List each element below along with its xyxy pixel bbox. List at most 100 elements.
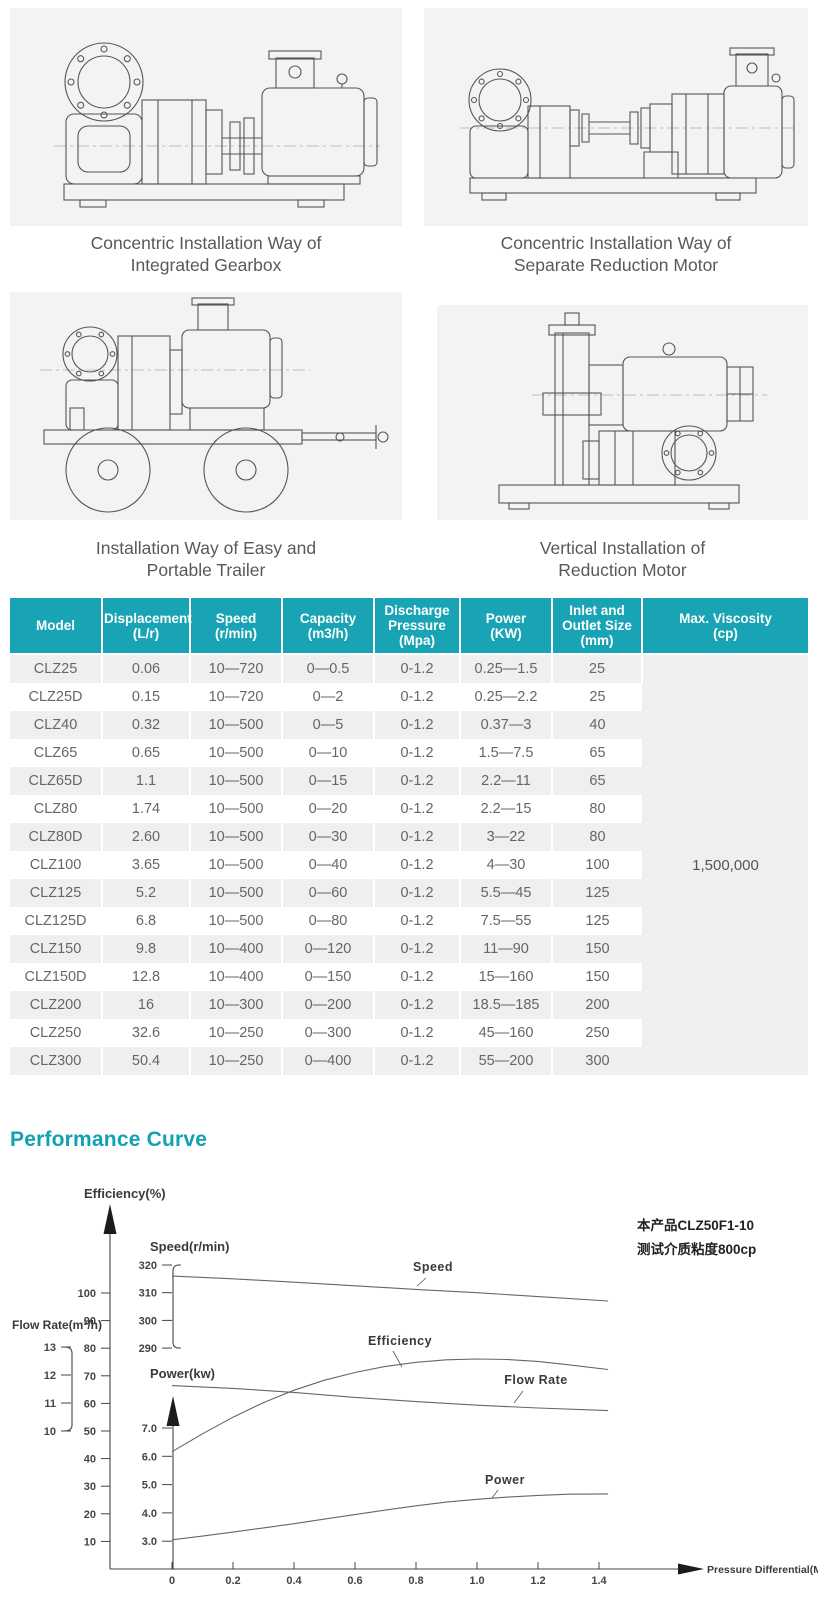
table-cell: 10—500 <box>190 767 283 796</box>
table-cell: 0-1.2 <box>374 654 461 684</box>
table-row: CLZ80D 2.60 10—500 0—30 0-1.2 3—22 80 <box>10 823 808 852</box>
tick-label: 20 <box>84 1509 96 1521</box>
table-cell: 0.06 <box>102 654 191 684</box>
table-cell: 300 <box>552 1047 642 1076</box>
table-cell: 0-1.2 <box>374 963 461 992</box>
table-cell: 0—30 <box>282 823 375 852</box>
table-cell: 0.25—2.2 <box>460 683 553 712</box>
table-cell: 0—200 <box>282 991 375 1020</box>
table-cell: 0-1.2 <box>374 851 461 880</box>
table-row: CLZ80 1.74 10—500 0—20 0-1.2 2.2—15 80 <box>10 795 808 824</box>
tick-label: 60 <box>84 1398 96 1410</box>
table-cell: 15—160 <box>460 963 553 992</box>
tick-label: 100 <box>78 1288 96 1300</box>
tick-label: 320 <box>139 1260 157 1272</box>
table-cell: 10—500 <box>190 823 283 852</box>
tick-label: 40 <box>84 1454 96 1466</box>
table-row: CLZ150D 12.8 10—400 0—150 0-1.2 15—160 150 <box>10 963 808 992</box>
table-cell: 0.32 <box>102 711 191 740</box>
table-cell: 200 <box>552 991 642 1020</box>
table-cell: 3.65 <box>102 851 191 880</box>
panel-separate-reduction-motor <box>424 8 808 226</box>
x-tick-label: 0.2 <box>225 1575 240 1587</box>
series-speed <box>171 1275 609 1302</box>
table-cell: 0-1.2 <box>374 795 461 824</box>
table-cell: CLZ250 <box>10 1019 103 1048</box>
table-cell: 2.2—11 <box>460 767 553 796</box>
tick-label: 7.0 <box>142 1423 157 1435</box>
table-cell: CLZ300 <box>10 1047 103 1076</box>
table-cell: 1.74 <box>102 795 191 824</box>
column-header: Speed (r/min) <box>190 598 283 656</box>
table-cell: 0—60 <box>282 879 375 908</box>
separate-reduction-motor-drawing <box>460 47 796 201</box>
table-cell: 4—30 <box>460 851 553 880</box>
series-label: Efficiency <box>368 1334 432 1348</box>
series-label-leader <box>513 1390 524 1404</box>
table-cell: 0—0.5 <box>282 654 375 684</box>
max-viscosity-cell: 1,500,000 <box>642 654 808 1076</box>
table-cell: 0—400 <box>282 1047 375 1076</box>
table-cell: 0-1.2 <box>374 767 461 796</box>
integrated-gearbox-drawing <box>54 42 380 208</box>
tick-label: 310 <box>139 1288 157 1300</box>
caption-integrated-gearbox: Concentric Installation Way of Integrate… <box>90 233 322 276</box>
table-cell: 0—120 <box>282 935 375 964</box>
vertical-installation-drawing <box>498 312 767 510</box>
table-cell: 0-1.2 <box>374 935 461 964</box>
panel-vertical-installation <box>437 305 808 520</box>
table-cell: 0—15 <box>282 767 375 796</box>
table-cell: 0-1.2 <box>374 823 461 852</box>
series-label: Power <box>485 1473 525 1487</box>
table-cell: 10—500 <box>190 907 283 936</box>
table-cell: 0—5 <box>282 711 375 740</box>
table-cell: CLZ40 <box>10 711 103 740</box>
tick-label: 13 <box>44 1342 56 1354</box>
x-tick-label: 1.0 <box>469 1575 484 1587</box>
table-cell: CLZ80D <box>10 823 103 852</box>
axis-title: Efficiency(%) <box>84 1186 166 1201</box>
table-cell: 100 <box>552 851 642 880</box>
x-axis-label: Pressure Differential(Mpa) <box>707 1564 818 1576</box>
panel-integrated-gearbox <box>10 8 402 226</box>
table-cell: 10—500 <box>190 711 283 740</box>
column-header: Capacity (m3/h) <box>282 598 375 656</box>
column-header: Power (KW) <box>460 598 553 656</box>
series-label-leader <box>416 1277 427 1287</box>
table-cell: CLZ150D <box>10 963 103 992</box>
table-cell: 18.5—185 <box>460 991 553 1020</box>
table-cell: 0.37—3 <box>460 711 553 740</box>
tick-label: 30 <box>84 1481 96 1493</box>
table-cell: 65 <box>552 739 642 768</box>
x-tick-label: 0.4 <box>286 1575 302 1587</box>
table-cell: 150 <box>552 935 642 964</box>
table-cell: 7.5—55 <box>460 907 553 936</box>
table-cell: 10—500 <box>190 795 283 824</box>
table-cell: 5.5—45 <box>460 879 553 908</box>
table-cell: CLZ125D <box>10 907 103 936</box>
series-flow-rate <box>171 1385 609 1412</box>
tick-label: 12 <box>44 1370 56 1382</box>
table-cell: CLZ25D <box>10 683 103 712</box>
chart-annotation: 本产品CLZ50F1-10 <box>637 1217 754 1233</box>
performance-chart: Efficiency(%)100908070605040302010Speed(… <box>12 1186 818 1587</box>
power-axis-arrow-icon <box>166 1396 180 1426</box>
table-cell: CLZ150 <box>10 935 103 964</box>
tick-label: 3.0 <box>142 1536 157 1548</box>
table-cell: 10—500 <box>190 739 283 768</box>
series-label-leader <box>392 1350 403 1368</box>
table-cell: 10—250 <box>190 1019 283 1048</box>
table-cell: 0-1.2 <box>374 1047 461 1076</box>
table-cell: 10—500 <box>190 851 283 880</box>
table-cell: 0-1.2 <box>374 1019 461 1048</box>
tick-label: 300 <box>139 1315 157 1327</box>
table-cell: CLZ25 <box>10 654 103 684</box>
table-cell: 11—90 <box>460 935 553 964</box>
table-cell: CLZ200 <box>10 991 103 1020</box>
table-cell: 2.60 <box>102 823 191 852</box>
table-cell: CLZ125 <box>10 879 103 908</box>
table-cell: 55—200 <box>460 1047 553 1076</box>
axis-title: Flow Rate(m³/h) <box>12 1318 102 1332</box>
efficiency-axis-arrow-icon <box>103 1204 117 1234</box>
table-cell: 45—160 <box>460 1019 553 1048</box>
